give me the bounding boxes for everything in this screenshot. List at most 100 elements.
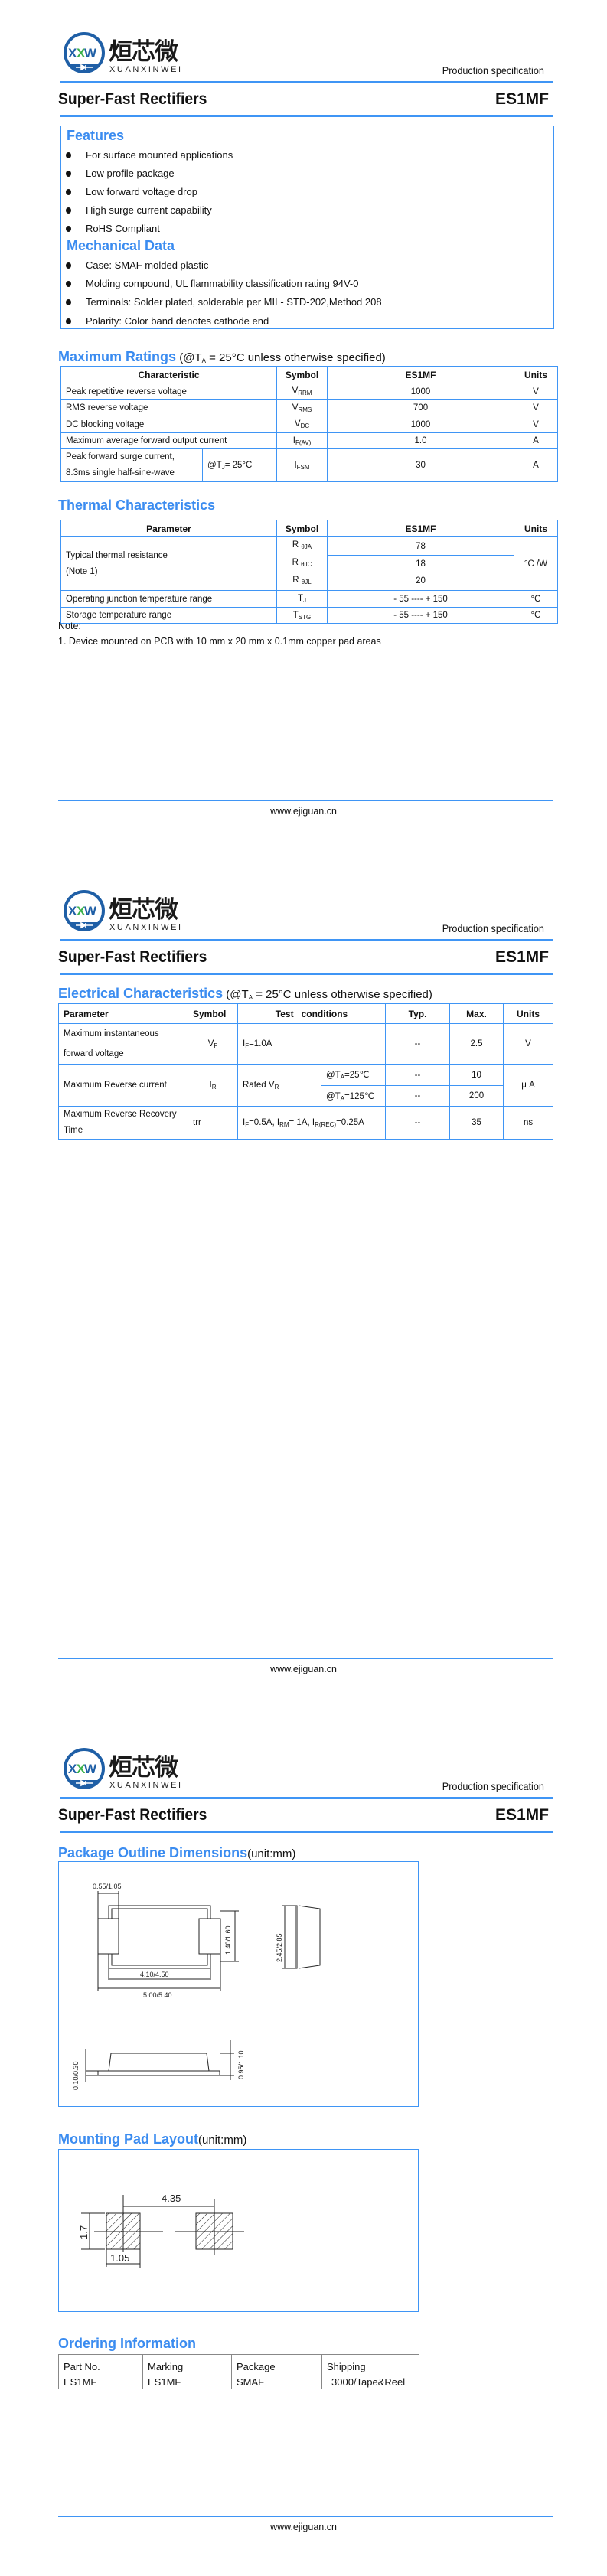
- feature-item: For surface mounted applications: [65, 149, 233, 161]
- subscript-text: A: [340, 1094, 345, 1102]
- value-cell: 18: [327, 555, 514, 572]
- part-no-cell: ES1MF: [58, 2375, 143, 2389]
- subscript-text: A: [201, 357, 206, 364]
- feature-item: RoHS Compliant: [66, 223, 160, 234]
- unit-cell: V: [503, 1023, 554, 1065]
- subscript-text: θJA: [301, 543, 312, 550]
- unit-cell: V: [514, 416, 559, 433]
- subscript-text: J: [221, 463, 225, 471]
- pad-heading: Mounting Pad Layout(unit:mm): [58, 2131, 246, 2147]
- footer-url[interactable]: www.ejiguan.cn: [270, 806, 337, 817]
- production-spec-label: Production specification: [442, 64, 544, 77]
- max-ratings-title: Maximum Ratings: [58, 349, 177, 364]
- text-segment: I: [209, 1080, 212, 1090]
- characteristic-cell: RMS reverse voltage: [60, 399, 278, 416]
- table-row: ES1MF ES1MF SMAF 3000/Tape&Reel: [58, 2375, 419, 2389]
- table-row: Operating junction temperature range TJ - …: [60, 590, 558, 608]
- dim-total-length: 5.00/5.40: [143, 1991, 172, 1999]
- characteristic-cell: Maximum average forward output current: [60, 432, 278, 449]
- subscript-text: F: [245, 1042, 250, 1049]
- max-ratings-condition: (@TA = 25°C unless otherwise specified): [176, 351, 386, 364]
- package-drawings: 0.55/1.05 4.10/4.50 5.00/5.40 1.40/1.60 …: [72, 1883, 321, 2268]
- unit-cell: V: [514, 383, 559, 400]
- dim-terminal: 0.55/1.05: [93, 1883, 122, 1890]
- table-row: Maximum Reverse Recovery Time trr IF=0.5A, …: [58, 1106, 554, 1140]
- column-header: Shipping: [321, 2354, 419, 2375]
- text-segment: trr: [193, 1118, 201, 1127]
- text-segment: =1.0A: [249, 1039, 272, 1048]
- logo-mark-icon: X X W: [64, 32, 105, 73]
- features-heading: Features: [67, 128, 125, 143]
- table-row: RMS reverse voltage VRMS 700 V: [60, 399, 559, 416]
- text-segment: = 25°C unless otherwise specified): [205, 351, 386, 364]
- unit-cell: μ A: [503, 1064, 554, 1107]
- characteristic-cell: Peak forward surge current, 8.3ms single …: [60, 448, 203, 482]
- thermal-heading: Thermal Characteristics: [58, 497, 216, 513]
- symbol-cell: trr: [188, 1106, 238, 1140]
- company-logo: X X W 烜芯微 XUANXINWEI: [63, 31, 193, 77]
- parameter-line: Maximum Reverse Recovery: [64, 1110, 177, 1119]
- table-row: DC blocking voltage VDC 1000 V: [60, 416, 559, 433]
- text-segment: (@T: [223, 988, 249, 1001]
- dim-body-length: 4.10/4.50: [140, 1971, 169, 1978]
- electrical-condition: (@TA = 25°C unless otherwise specified): [223, 988, 432, 1001]
- package-unit: (unit:mm): [247, 1847, 296, 1860]
- text-segment: @T: [207, 460, 222, 470]
- test-condition-cell: Rated VR: [237, 1064, 321, 1107]
- value-cell: 1000: [327, 383, 515, 400]
- footer-url[interactable]: www.ejiguan.cn: [270, 2522, 337, 2532]
- subscript-text: F(AV): [295, 439, 312, 446]
- text-segment: =125℃: [344, 1091, 374, 1101]
- column-header: Part No.: [58, 2354, 143, 2375]
- pad-layout-box: [58, 2149, 419, 2312]
- unit-cell: A: [514, 432, 559, 449]
- subscript-text: F: [214, 1042, 218, 1049]
- subscript-text: θJC: [301, 561, 312, 568]
- value-cell: 78: [327, 536, 514, 556]
- table-row: Maximum instantaneous forward voltage VF IF…: [58, 1023, 554, 1065]
- symbol-cell: R θJA R θJC R θJL: [276, 536, 328, 591]
- table-header-row: Part No. Marking Package Shipping: [58, 2354, 419, 2375]
- characteristic-line: 8.3ms single half-sine-wave: [66, 468, 175, 478]
- table-header-row: Parameter Symbol Test conditions Typ. Max. Un…: [58, 1003, 554, 1024]
- logo-chinese-name: 烜芯微: [109, 896, 178, 924]
- text-segment: Rated V: [243, 1080, 275, 1090]
- mechanical-item: Molding compound, UL flammability classi…: [65, 278, 359, 289]
- text-segment: =0.5A, I: [249, 1117, 280, 1127]
- column-header: Units: [514, 520, 558, 537]
- company-logo: X X W 烜芯微 XUANXINWEI: [63, 1746, 193, 1792]
- max-cell: 2.5: [449, 1023, 504, 1065]
- package-top-view: 0.55/1.05 4.10/4.50 5.00/5.40 1.40/1.60: [93, 1883, 239, 1999]
- dim-tab-height: 1.40/1.60: [224, 1925, 232, 1955]
- mechanical-item: Polarity: Color band denotes cathode end: [65, 315, 269, 327]
- pad-title: Mounting Pad Layout: [58, 2131, 198, 2147]
- symbol-cell: IFSM: [276, 448, 328, 482]
- product-title: Super-Fast Rectifiers: [58, 1806, 207, 1824]
- text-segment: V: [207, 1039, 214, 1048]
- table-row: Maximum average forward output current IF…: [60, 432, 559, 449]
- value-cell: 700: [327, 399, 515, 416]
- package-side-view: 2.45/2.85: [276, 1905, 321, 1969]
- column-header: Parameter: [58, 1003, 188, 1024]
- header-divider: [60, 939, 553, 941]
- footer-url[interactable]: www.ejiguan.cn: [270, 1664, 337, 1674]
- symbol-line: R θJC: [282, 555, 322, 572]
- column-header: Max.: [449, 1003, 504, 1024]
- product-title: Super-Fast Rectifiers: [58, 90, 207, 108]
- parameter-cell: Storage temperature range: [60, 607, 277, 624]
- production-spec-label: Production specification: [442, 922, 544, 934]
- ordering-heading: Ordering Information: [58, 2336, 196, 2351]
- column-header: ES1MF: [327, 366, 515, 383]
- text-segment: V: [292, 403, 299, 412]
- symbol-line: R θJA: [282, 537, 322, 555]
- unit-cell: °C /W: [514, 536, 558, 591]
- logo-english-name: XUANXINWEI: [109, 1781, 183, 1790]
- table-row: Typical thermal resistance (Note 1) R θJA R…: [60, 536, 558, 591]
- parameter-cell: Maximum instantaneous forward voltage: [58, 1023, 188, 1065]
- test-condition-cell: IF=0.5A, IRM= 1A, IR(REC)=0.25A: [237, 1106, 387, 1140]
- column-header: Symbol: [276, 520, 328, 537]
- column-header: Parameter: [60, 520, 277, 537]
- value-cell: - 55 ---- + 150: [327, 590, 514, 608]
- characteristic-cell: Peak repetitive reverse voltage: [60, 383, 278, 400]
- text-segment: = 25°C: [224, 460, 253, 470]
